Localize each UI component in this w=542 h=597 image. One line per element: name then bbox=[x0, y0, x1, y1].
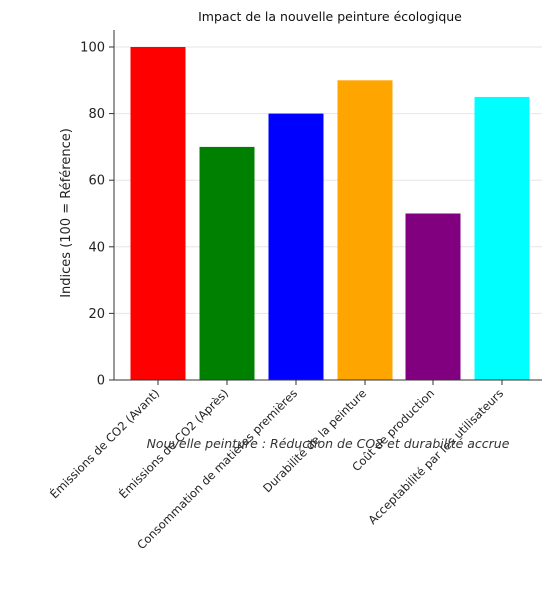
axes bbox=[113, 30, 542, 381]
x-ticks: Émissions de CO2 (Avant)Émissions de CO2… bbox=[46, 380, 506, 552]
bar bbox=[199, 146, 255, 380]
y-tick-label: 100 bbox=[80, 41, 105, 56]
y-tick-label: 0 bbox=[97, 374, 105, 389]
y-tick-label: 20 bbox=[88, 307, 105, 322]
x-tick-label: Émissions de CO2 (Avant) bbox=[46, 386, 162, 502]
y-axis-label: Indices (100 = Référence) bbox=[59, 128, 74, 298]
y-tick-label: 40 bbox=[88, 240, 105, 255]
y-tick-label: 80 bbox=[88, 107, 105, 122]
bar bbox=[130, 47, 186, 380]
bar bbox=[337, 80, 393, 381]
bar bbox=[474, 96, 530, 380]
bar bbox=[268, 113, 324, 380]
y-ticks: 0 20 40 60 80 100 bbox=[80, 41, 114, 389]
chart-title: Impact de la nouvelle peinture écologiqu… bbox=[198, 9, 462, 24]
bars bbox=[130, 47, 530, 381]
y-tick-label: 60 bbox=[88, 174, 105, 189]
bar bbox=[405, 213, 461, 380]
x-tick-label: Acceptabilité par les utilisateurs bbox=[365, 386, 506, 527]
chart-caption: Nouvelle peinture : Réduction de CO2 et … bbox=[147, 436, 510, 451]
